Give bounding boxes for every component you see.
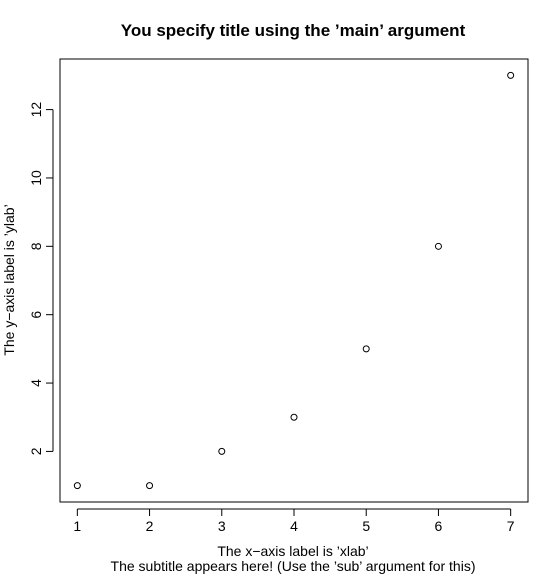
y-tick-label: 4 [28, 379, 44, 387]
data-points [73, 71, 515, 490]
data-point [146, 482, 154, 490]
data-point [73, 482, 81, 490]
plot-frame [59, 58, 529, 503]
y-tick-label: 10 [28, 170, 44, 186]
data-point [434, 242, 442, 250]
x-tick-label: 5 [362, 518, 370, 534]
x-tick-label: 4 [290, 518, 298, 534]
x-axis-title: The x−axis label is ’xlab’ [217, 543, 368, 559]
x-tick-label: 2 [146, 518, 154, 534]
y-tick-label: 6 [28, 311, 44, 319]
data-point [218, 447, 226, 455]
x-tick-label: 3 [218, 518, 226, 534]
x-tick-label: 6 [435, 518, 443, 534]
data-point [290, 413, 298, 421]
x-axis: 1 2 3 4 5 6 7 [73, 508, 515, 534]
y-tick-label: 2 [28, 447, 44, 455]
data-point [362, 345, 370, 353]
chart-subtitle: The subtitle appears here! (Use the ’sub… [111, 558, 476, 574]
y-axis-title: The y−axis label is ’ylab’ [1, 204, 17, 355]
x-tick-label: 1 [73, 518, 81, 534]
chart-title: You specify title using the ’main’ argum… [121, 21, 466, 40]
x-tick-label: 7 [507, 518, 515, 534]
y-axis: 2 4 6 8 10 12 [28, 102, 54, 455]
data-point [507, 71, 515, 79]
y-tick-label: 12 [28, 102, 44, 118]
y-tick-label: 8 [28, 242, 44, 250]
